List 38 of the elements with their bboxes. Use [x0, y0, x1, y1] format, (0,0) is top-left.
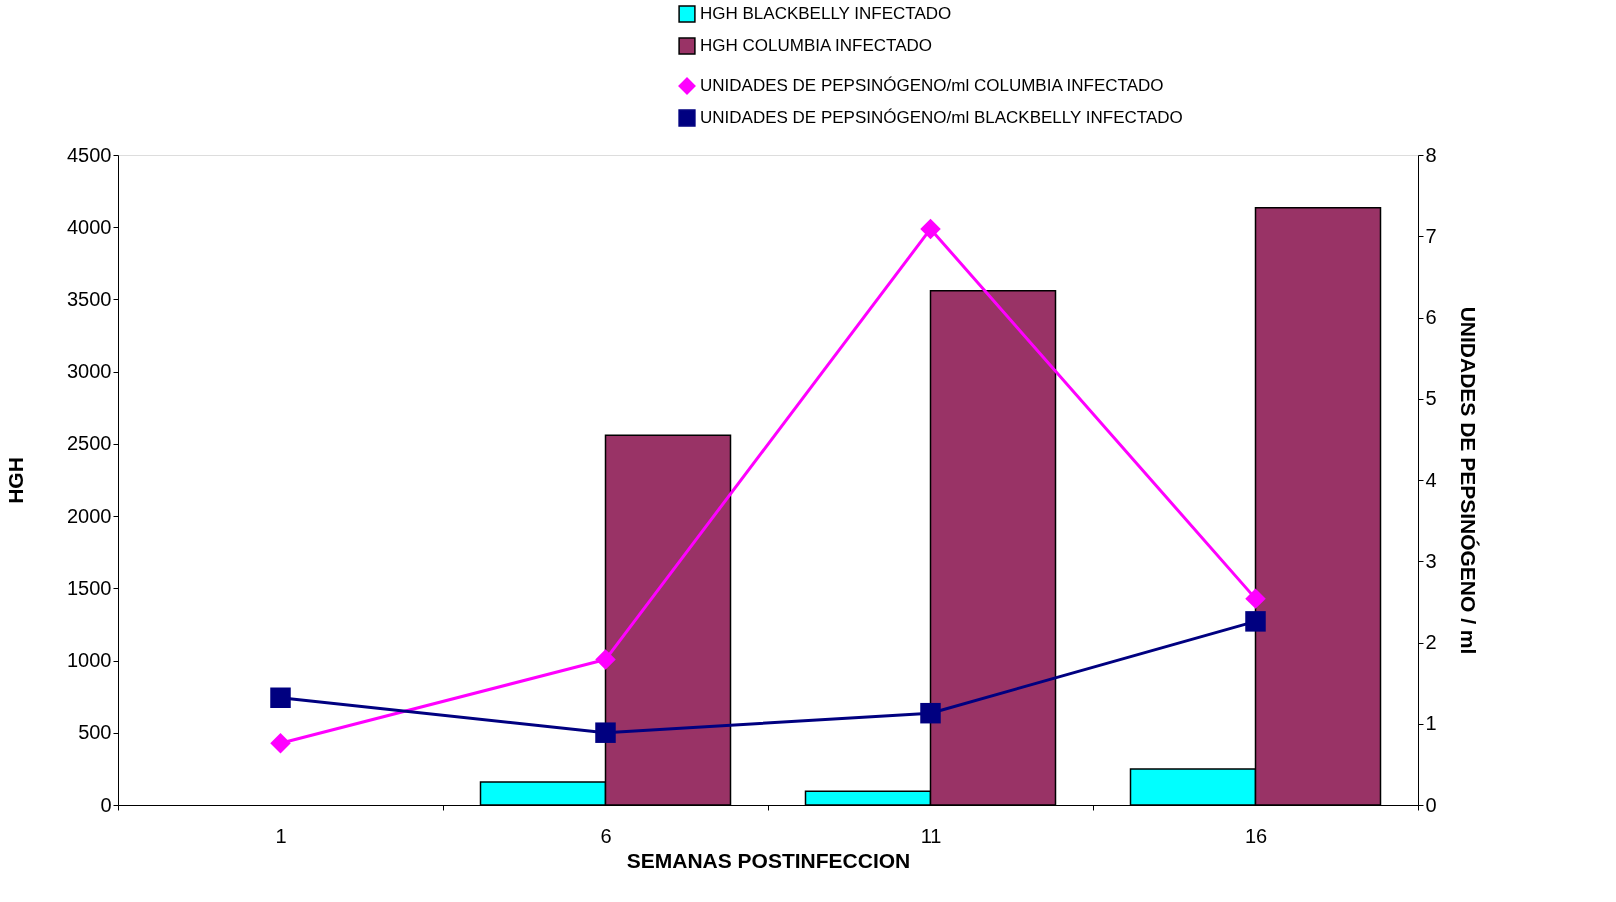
- x-tick-label: 16: [1244, 824, 1268, 847]
- y2-tick-label: 1: [1425, 712, 1437, 735]
- point: [920, 702, 941, 724]
- point: [1245, 611, 1266, 632]
- y2-tick-label: 6: [1425, 306, 1437, 328]
- y2-tick-label: 2: [1425, 631, 1437, 653]
- y2-tick-label: 3: [1425, 549, 1437, 572]
- y2-tick-label: 7: [1425, 224, 1437, 247]
- y-tick-label: 3500: [67, 287, 112, 310]
- y-tick-label: 4500: [67, 143, 112, 166]
- y2-tick-label: 4: [1425, 468, 1437, 491]
- y-tick-label: 1500: [67, 576, 112, 599]
- y2-axis-title: UNIDADES DE PEPSINÓGENO / ml: [1456, 306, 1480, 655]
- y2-tick-label: 0: [1425, 793, 1437, 816]
- y-tick-label: 3000: [67, 360, 112, 383]
- point: [595, 722, 616, 743]
- y-tick-label: 2000: [67, 504, 112, 527]
- point: [270, 733, 291, 754]
- x-tick-label: 6: [600, 824, 612, 847]
- point: [595, 649, 616, 670]
- y-tick-label: 0: [100, 793, 112, 816]
- y-tick-label: 4000: [67, 215, 112, 238]
- legend-label: HGH BLACKBELLY INFECTADO: [700, 4, 952, 23]
- legend-label: UNIDADES DE PEPSINÓGENO/ml COLUMBIA INFECTADO: [700, 76, 1164, 95]
- point: [920, 218, 941, 240]
- y-axis-title: HGH: [4, 457, 28, 504]
- x-tick-label: 11: [920, 824, 942, 847]
- point: [270, 687, 291, 708]
- y-tick-label: 1000: [67, 649, 112, 672]
- x-axis-title: SEMANAS POSTINFECCION: [626, 848, 911, 872]
- x-tick-label: 1: [275, 824, 287, 847]
- y2-tick-label: 8: [1425, 143, 1437, 166]
- legend-label: HGH COLUMBIA INFECTADO: [700, 36, 933, 55]
- y-tick-label: 500: [78, 721, 112, 744]
- legend-label: UNIDADES DE PEPSINÓGENO/ml BLACKBELLY INFECTADO: [700, 108, 1183, 127]
- point: [1245, 588, 1266, 609]
- y2-tick-label: 5: [1425, 387, 1437, 410]
- y-tick-label: 2500: [67, 432, 112, 455]
